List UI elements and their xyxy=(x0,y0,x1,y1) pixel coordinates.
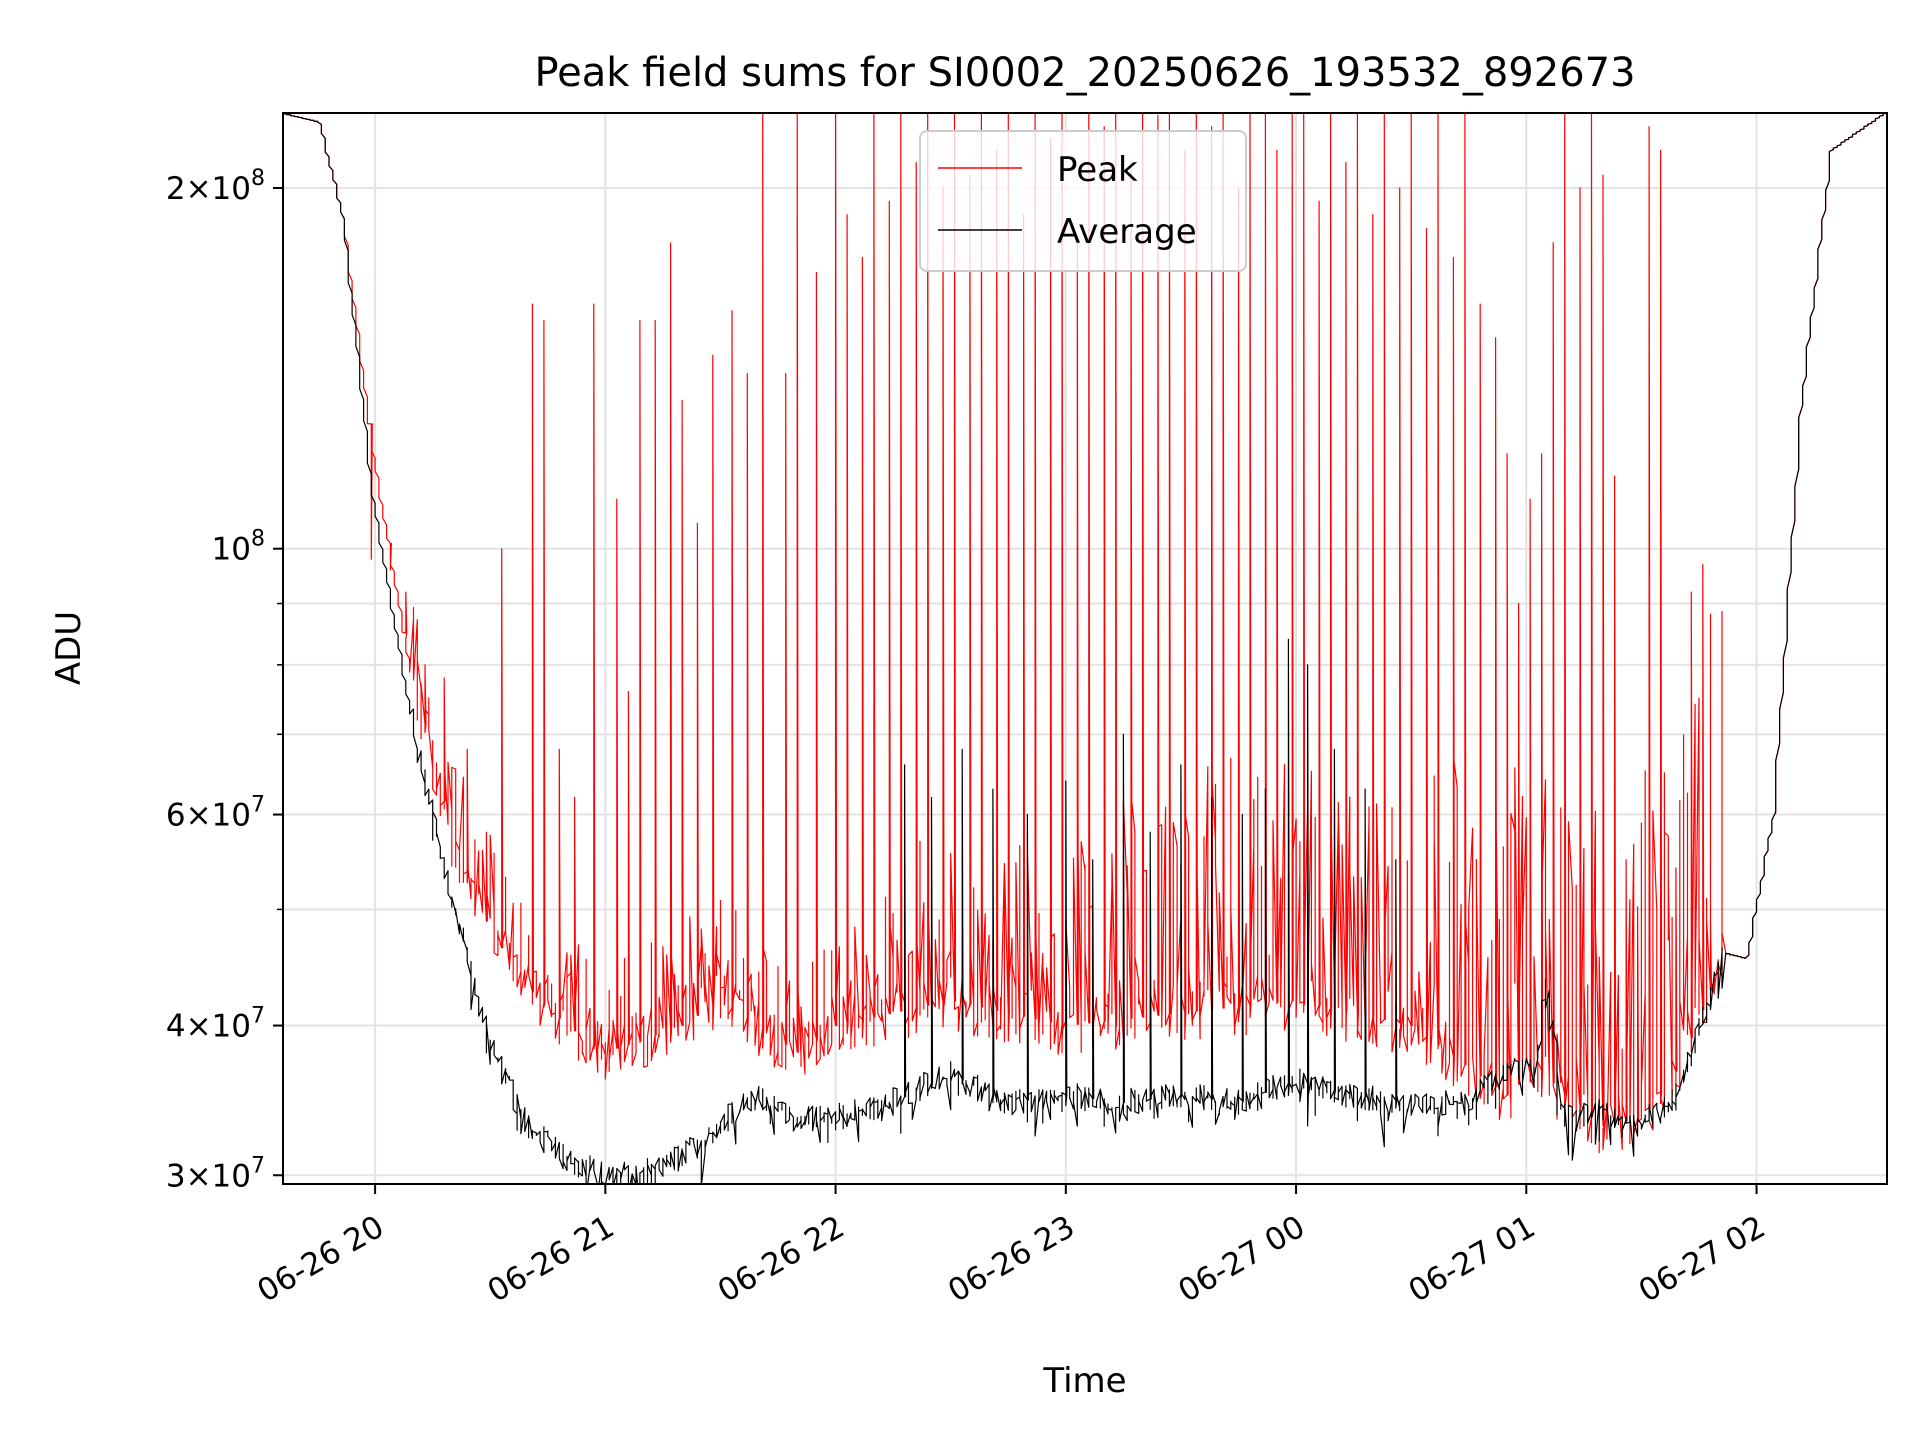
grid-lines xyxy=(283,113,1887,1184)
y-axis-ticks: 3×107 4×107 6×107 108 2×108 xyxy=(166,166,283,1194)
plot-frame xyxy=(282,112,1888,1185)
plot-series xyxy=(283,113,1887,1184)
series-line-peak xyxy=(283,113,1887,1154)
x-tick-label: 06-27 01 xyxy=(1403,1209,1542,1310)
y-axis-label: ADU xyxy=(49,611,89,685)
legend-box xyxy=(919,130,1247,272)
y-tick-label: 6×107 xyxy=(166,793,265,834)
x-axis-label: Time xyxy=(1042,1361,1126,1401)
chart-title: Peak field sums for SI0002_20250626_1935… xyxy=(534,50,1635,96)
legend: Peak Average xyxy=(919,130,1247,272)
x-tick-label: 06-26 20 xyxy=(251,1209,390,1310)
x-tick-label: 06-26 22 xyxy=(712,1209,851,1310)
y-tick-label: 4×107 xyxy=(166,1004,265,1045)
legend-label-average: Average xyxy=(1057,212,1197,252)
x-tick-label: 06-27 00 xyxy=(1172,1209,1311,1310)
y-tick-label: 3×107 xyxy=(166,1153,265,1194)
x-axis-ticks: 06-26 20 06-26 21 06-26 22 06-26 23 06-27 00… xyxy=(251,1184,1772,1310)
x-tick-label: 06-27 02 xyxy=(1633,1209,1772,1310)
y-tick-label: 2×108 xyxy=(166,166,265,207)
legend-label-peak: Peak xyxy=(1057,150,1138,190)
x-tick-label: 06-26 21 xyxy=(482,1209,621,1310)
x-tick-label: 06-26 23 xyxy=(942,1209,1081,1310)
y-tick-label: 108 xyxy=(212,527,265,568)
series-line-average xyxy=(283,113,1887,1184)
